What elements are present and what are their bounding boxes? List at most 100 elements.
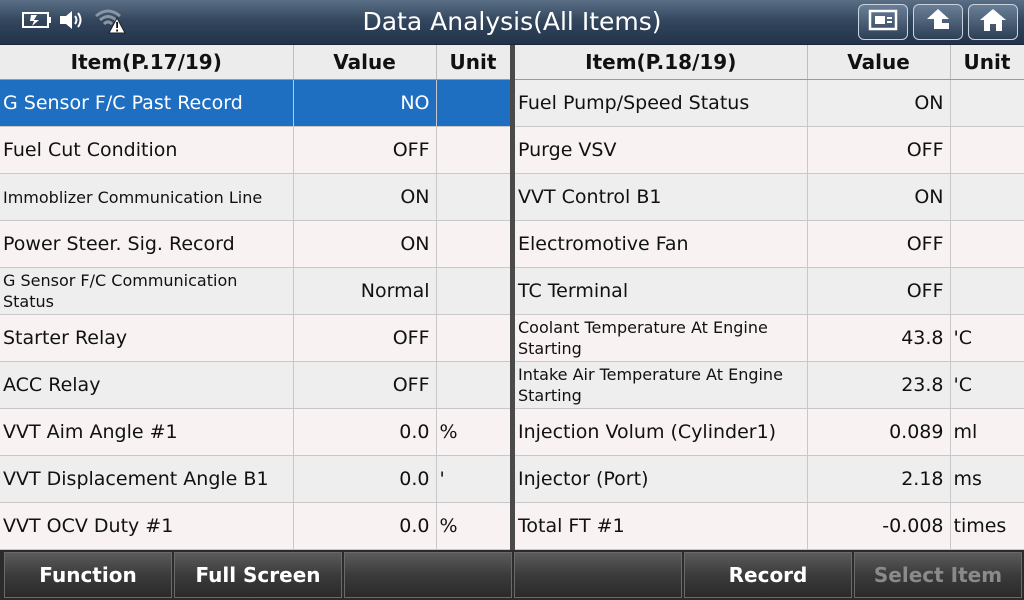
table-row[interactable]: Purge VSV OFF <box>515 126 1024 174</box>
item-cell: Immoblizer Communication Line <box>0 173 294 221</box>
value-cell: NO <box>293 79 437 127</box>
value-cell: 0.0 <box>293 502 437 550</box>
unit-column-header[interactable]: Unit <box>436 45 511 80</box>
item-cell: Starter Relay <box>0 314 294 362</box>
table-row[interactable]: Fuel Pump/Speed Status ON <box>515 79 1024 127</box>
unit-cell: ms <box>950 455 1024 503</box>
table-row[interactable]: ACC Relay OFF <box>0 361 511 409</box>
item-cell: TC Terminal <box>515 267 808 315</box>
unit-cell <box>436 126 511 174</box>
item-cell: Coolant Temperature At Engine Starting <box>515 314 808 362</box>
value-cell: 0.0 <box>293 408 437 456</box>
select-item-button[interactable]: Select Item <box>854 552 1022 598</box>
unit-cell: ' <box>436 455 511 503</box>
item-cell: Fuel Pump/Speed Status <box>515 79 808 127</box>
table-row[interactable]: Fuel Cut Condition OFF <box>0 126 511 174</box>
back-button[interactable] <box>913 4 963 40</box>
unit-cell: 'C <box>950 314 1024 362</box>
table-row[interactable]: Starter Relay OFF <box>0 314 511 362</box>
value-cell: Normal <box>293 267 437 315</box>
value-cell: OFF <box>293 126 437 174</box>
value-cell: OFF <box>807 220 951 268</box>
unit-cell <box>950 173 1024 221</box>
table-row[interactable]: Immoblizer Communication Line ON <box>0 173 511 221</box>
unit-cell: times <box>950 502 1024 550</box>
screenshot-button[interactable] <box>858 4 908 40</box>
item-cell: Injection Volum (Cylinder1) <box>515 408 808 456</box>
table-divider <box>510 45 515 550</box>
speaker-icon <box>58 8 88 36</box>
item-cell: G Sensor F/C Past Record <box>0 79 294 127</box>
table-row[interactable]: VVT Displacement Angle B1 0.0 ' <box>0 455 511 503</box>
home-icon <box>978 7 1008 37</box>
item-cell: VVT Control B1 <box>515 173 808 221</box>
value-column-header[interactable]: Value <box>807 45 951 80</box>
status-icons <box>22 8 126 36</box>
page-title: Data Analysis(All Items) <box>362 7 662 36</box>
item-cell: Intake Air Temperature At Engine Startin… <box>515 361 808 409</box>
empty-button-4[interactable] <box>514 552 682 598</box>
value-cell: 0.089 <box>807 408 951 456</box>
unit-cell: 'C <box>950 361 1024 409</box>
table-row[interactable]: Injection Volum (Cylinder1) 0.089 ml <box>515 408 1024 456</box>
record-button[interactable]: Record <box>684 552 852 598</box>
screenshot-icon <box>868 8 898 36</box>
unit-cell <box>950 126 1024 174</box>
table-row[interactable]: Intake Air Temperature At Engine Startin… <box>515 361 1024 409</box>
full-screen-button[interactable]: Full Screen <box>174 552 342 598</box>
unit-cell <box>436 361 511 409</box>
item-cell: Power Steer. Sig. Record <box>0 220 294 268</box>
unit-cell: ml <box>950 408 1024 456</box>
value-cell: 2.18 <box>807 455 951 503</box>
value-cell: ON <box>293 220 437 268</box>
table-row[interactable]: Power Steer. Sig. Record ON <box>0 220 511 268</box>
item-cell: Fuel Cut Condition <box>0 126 294 174</box>
value-cell: ON <box>807 79 951 127</box>
item-cell: VVT Displacement Angle B1 <box>0 455 294 503</box>
unit-cell: % <box>436 502 511 550</box>
value-cell: OFF <box>807 126 951 174</box>
value-column-header[interactable]: Value <box>293 45 437 80</box>
value-cell: 23.8 <box>807 361 951 409</box>
table-row[interactable]: Total FT #1 -0.008 times <box>515 502 1024 550</box>
item-cell: Electromotive Fan <box>515 220 808 268</box>
item-cell: ACC Relay <box>0 361 294 409</box>
unit-column-header[interactable]: Unit <box>950 45 1024 80</box>
value-cell: 0.0 <box>293 455 437 503</box>
item-cell: VVT Aim Angle #1 <box>0 408 294 456</box>
unit-cell <box>436 220 511 268</box>
title-bar: Data Analysis(All Items) <box>0 0 1024 45</box>
item-column-header[interactable]: Item(P.17/19) <box>0 45 294 80</box>
home-button[interactable] <box>968 4 1018 40</box>
table-row[interactable]: G Sensor F/C Communication Status Normal <box>0 267 511 315</box>
function-button[interactable]: Function <box>4 552 172 598</box>
table-row[interactable]: VVT Control B1 ON <box>515 173 1024 221</box>
unit-cell <box>950 220 1024 268</box>
item-cell: Injector (Port) <box>515 455 808 503</box>
table-row[interactable]: Coolant Temperature At Engine Starting 4… <box>515 314 1024 362</box>
value-cell: -0.008 <box>807 502 951 550</box>
empty-button-3[interactable] <box>344 552 512 598</box>
unit-cell <box>950 267 1024 315</box>
unit-cell <box>436 79 511 127</box>
table-row[interactable]: TC Terminal OFF <box>515 267 1024 315</box>
unit-cell <box>950 79 1024 127</box>
table-row[interactable]: Injector (Port) 2.18 ms <box>515 455 1024 503</box>
item-cell: G Sensor F/C Communication Status <box>0 267 294 315</box>
table-row[interactable]: VVT Aim Angle #1 0.0 % <box>0 408 511 456</box>
back-icon <box>923 7 953 37</box>
unit-cell: % <box>436 408 511 456</box>
item-column-header[interactable]: Item(P.18/19) <box>515 45 808 80</box>
right-data-table: Item(P.18/19) Value Unit Fuel Pump/Speed… <box>515 45 1024 550</box>
item-cell: Total FT #1 <box>515 502 808 550</box>
table-header: Item(P.18/19) Value Unit <box>515 45 1024 80</box>
wifi-warning-icon <box>94 6 126 38</box>
item-cell: Purge VSV <box>515 126 808 174</box>
table-row[interactable]: VVT OCV Duty #1 0.0 % <box>0 502 511 550</box>
value-cell: 43.8 <box>807 314 951 362</box>
unit-cell <box>436 173 511 221</box>
table-row[interactable]: G Sensor F/C Past Record NO <box>0 79 511 127</box>
table-row[interactable]: Electromotive Fan OFF <box>515 220 1024 268</box>
item-cell: VVT OCV Duty #1 <box>0 502 294 550</box>
left-data-table: Item(P.17/19) Value Unit G Sensor F/C Pa… <box>0 45 511 550</box>
